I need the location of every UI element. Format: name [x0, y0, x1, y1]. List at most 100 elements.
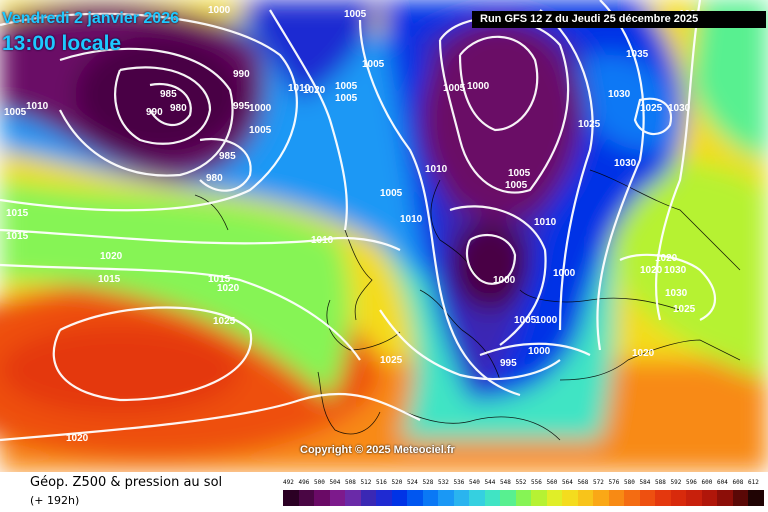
run-banner: Run GFS 12 Z du Jeudi 25 décembre 2025: [472, 11, 766, 28]
color-scale-swatch: [453, 490, 469, 506]
color-scale-value: 608: [732, 479, 744, 486]
weather-map: 1000100510301035100510109859909809909951…: [0, 0, 768, 472]
isobar-label: 1005: [514, 315, 537, 326]
isobar-label: 1015: [98, 274, 121, 285]
isobar-label: 1000: [553, 268, 576, 279]
color-scale-value: 556: [531, 479, 542, 486]
color-scale-swatch: [686, 490, 702, 506]
isobar-label: 1030: [614, 158, 637, 169]
color-scale-swatch: [655, 490, 671, 506]
isobar-label: 1020: [217, 283, 240, 294]
isobar-label: 1005: [380, 188, 403, 199]
isobar-label: 1000: [493, 275, 516, 286]
isobar-label: 1005: [335, 93, 358, 104]
isobar-label: 1020: [66, 433, 89, 444]
color-scale-value: 520: [391, 479, 403, 486]
isobar-label: 1005: [335, 81, 358, 92]
color-scale-value: 496: [298, 479, 310, 486]
isobar-label: 1005: [362, 59, 385, 70]
color-scale-swatch: [283, 490, 299, 506]
isobar-label: 995: [233, 101, 250, 112]
color-scale-swatch: [515, 490, 531, 506]
isobar-label: 1000: [208, 5, 231, 16]
isobar-label: 1000: [528, 346, 551, 357]
color-scale-swatch: [577, 490, 593, 506]
isobar-label: 1030: [665, 288, 688, 299]
isobar-label: 1010: [400, 214, 423, 225]
color-scale-swatch: [376, 490, 392, 506]
isobar-lines: [0, 0, 715, 440]
isobar-label: 1020: [632, 348, 655, 359]
color-scale-swatch: [422, 490, 438, 506]
color-scale-value: 552: [515, 479, 527, 486]
isobar-label: 1025: [213, 316, 236, 327]
color-scale-swatch: [701, 490, 717, 506]
isobar-label: 1030: [668, 103, 691, 114]
color-scale-value: 512: [360, 479, 372, 486]
isobar-label: 1020: [655, 253, 678, 264]
isobar-label: 1020: [303, 85, 326, 96]
color-scale-value: 540: [469, 479, 480, 486]
color-scale-value: 596: [686, 479, 697, 486]
color-scale-value: 576: [608, 479, 620, 486]
color-scale-value: 544: [484, 479, 496, 486]
color-scale-swatch: [608, 490, 624, 506]
isobar-label: 1030: [608, 89, 631, 100]
color-scale-value: 560: [546, 479, 558, 486]
isobar-label: 1010: [26, 101, 49, 112]
isobar-label: 1020: [640, 265, 663, 276]
isobar-label: 1005: [508, 168, 531, 179]
color-scale-swatch: [360, 490, 376, 506]
color-scale-swatch: [593, 490, 609, 506]
isobar-label: 990: [233, 69, 250, 80]
color-scale-value: 600: [701, 479, 713, 486]
isobar-label: 1030: [664, 265, 687, 276]
isobar-label: 1025: [640, 103, 663, 114]
isobar-label: 1005: [4, 107, 27, 118]
color-scale-value: 568: [577, 479, 589, 486]
color-scale-value: 536: [453, 479, 465, 486]
color-scale-swatch: [531, 490, 547, 506]
isobar-label: 990: [146, 107, 163, 118]
color-scale-swatch: [345, 490, 361, 506]
isobar-label: 980: [206, 173, 223, 184]
color-scale-swatch: [329, 490, 345, 506]
color-scale-value: 528: [422, 479, 434, 486]
color-scale-swatch: [546, 490, 562, 506]
color-scale-value: 500: [314, 479, 325, 486]
color-scale-swatch: [484, 490, 500, 506]
color-scale-swatch: [469, 490, 485, 506]
color-scale-swatch: [748, 490, 764, 506]
color-scale-value: 492: [283, 479, 294, 486]
geopotential-field: [0, 0, 768, 472]
isobar-label: 1005: [443, 83, 466, 94]
isobar-label: 1000: [467, 81, 490, 92]
isobar-label: 1000: [249, 103, 272, 114]
color-scale-swatch: [407, 490, 423, 506]
footer-title: Géop. Z500 & pression au sol: [30, 475, 223, 490]
coastlines: [194, 169, 741, 441]
color-scale-swatch: [298, 490, 314, 506]
isobar-label: 1015: [6, 208, 29, 219]
isobar-label: 1010: [311, 235, 334, 246]
isobar-label: 1000: [535, 315, 558, 326]
color-scale-value: 584: [639, 479, 651, 486]
isobar-label: 1010: [288, 83, 311, 94]
color-scale-swatch: [314, 490, 330, 506]
color-scale-swatch: [438, 490, 454, 506]
isobar-label: 1010: [425, 164, 448, 175]
isobar-label: 1005: [505, 180, 528, 191]
isobar-label: 1020: [100, 251, 123, 262]
isobar-label: 985: [219, 151, 236, 162]
forecast-range: (+ 192h): [30, 494, 80, 507]
copyright-notice: Copyright © 2025 Meteociel.fr: [300, 444, 455, 456]
color-scale-swatch: [639, 490, 655, 506]
color-scale-swatch: [500, 490, 516, 506]
isobar-label: 1010: [534, 217, 557, 228]
isobar-label: 1035: [626, 49, 649, 60]
color-scale-swatch: [562, 490, 578, 506]
isobar-label: 995: [500, 358, 517, 369]
color-scale-value: 592: [670, 479, 682, 486]
isobar-label: 1025: [673, 304, 696, 315]
